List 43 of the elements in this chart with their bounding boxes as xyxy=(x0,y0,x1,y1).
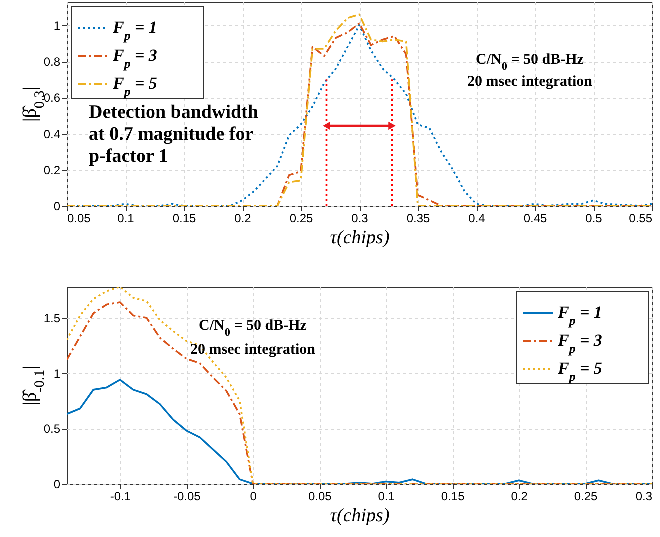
annotation: 20 msec integration xyxy=(190,342,316,358)
x-tick-label: 0.05 xyxy=(68,212,92,226)
y-tick-label: 1 xyxy=(54,366,61,381)
y-tick-label: 1 xyxy=(54,18,61,33)
y-tick-label: 0.6 xyxy=(44,91,61,106)
x-tick-label: -0.05 xyxy=(173,490,202,504)
x-tick-label: 0.3 xyxy=(352,212,369,226)
x-axis-title: τ(chips) xyxy=(330,228,390,248)
annotation: C/N$_{0}$ = 50 dB-Hz xyxy=(199,318,308,339)
x-tick-label: 0.15 xyxy=(172,212,196,226)
x-tick-label: 0.1 xyxy=(118,212,135,226)
y-tick-label: 0 xyxy=(54,478,61,492)
legend-label: F$_{p}$ = 3 xyxy=(112,46,158,71)
x-tick-label: 0.2 xyxy=(234,212,252,226)
x-tick-label: 0 xyxy=(250,490,258,504)
annotation: Detection bandwidth at 0.7 magnitude for p-factor 1 xyxy=(89,102,259,167)
y-tick-label: 0.5 xyxy=(44,422,61,436)
x-tick-label: 0.1 xyxy=(378,490,396,504)
x-tick-label: 0.35 xyxy=(406,212,430,226)
y-tick-label: 0.4 xyxy=(44,127,61,142)
x-tick-label: 0.5 xyxy=(586,212,603,226)
x-tick-label: 0.05 xyxy=(308,490,332,504)
x-tick-label: 0.45 xyxy=(524,212,548,226)
x-tick-label: 0.2 xyxy=(511,490,528,504)
y-tick-label: 0 xyxy=(54,200,61,214)
y-tick-label: 0.2 xyxy=(44,163,61,178)
legend-label: F$_{p}$ = 1 xyxy=(112,18,158,43)
x-tick-label: 0.25 xyxy=(290,212,314,226)
legend-label: F$_{p}$ = 3 xyxy=(557,331,603,356)
x-tick-label: 0.4 xyxy=(468,212,486,226)
annotation: 20 msec integration xyxy=(468,74,594,90)
x-axis-title: τ(chips) xyxy=(330,506,390,526)
x-tick-label: 0.55 xyxy=(629,212,653,226)
y-tick-label: 0.8 xyxy=(44,55,61,70)
legend-label: F$_{p}$ = 5 xyxy=(557,359,603,384)
y-tick-label: 1.5 xyxy=(44,311,61,326)
x-tick-label: 0.25 xyxy=(574,490,598,504)
legend-label: F$_{p}$ = 1 xyxy=(557,303,602,328)
x-tick-label: 0.15 xyxy=(441,490,466,504)
x-tick-label: 0.3 xyxy=(636,490,653,504)
annotation: C/N$_{0}$ = 50 dB-Hz xyxy=(476,52,584,73)
legend-label: F$_{p}$ = 5 xyxy=(112,74,158,99)
x-tick-label: -0.1 xyxy=(110,490,132,504)
